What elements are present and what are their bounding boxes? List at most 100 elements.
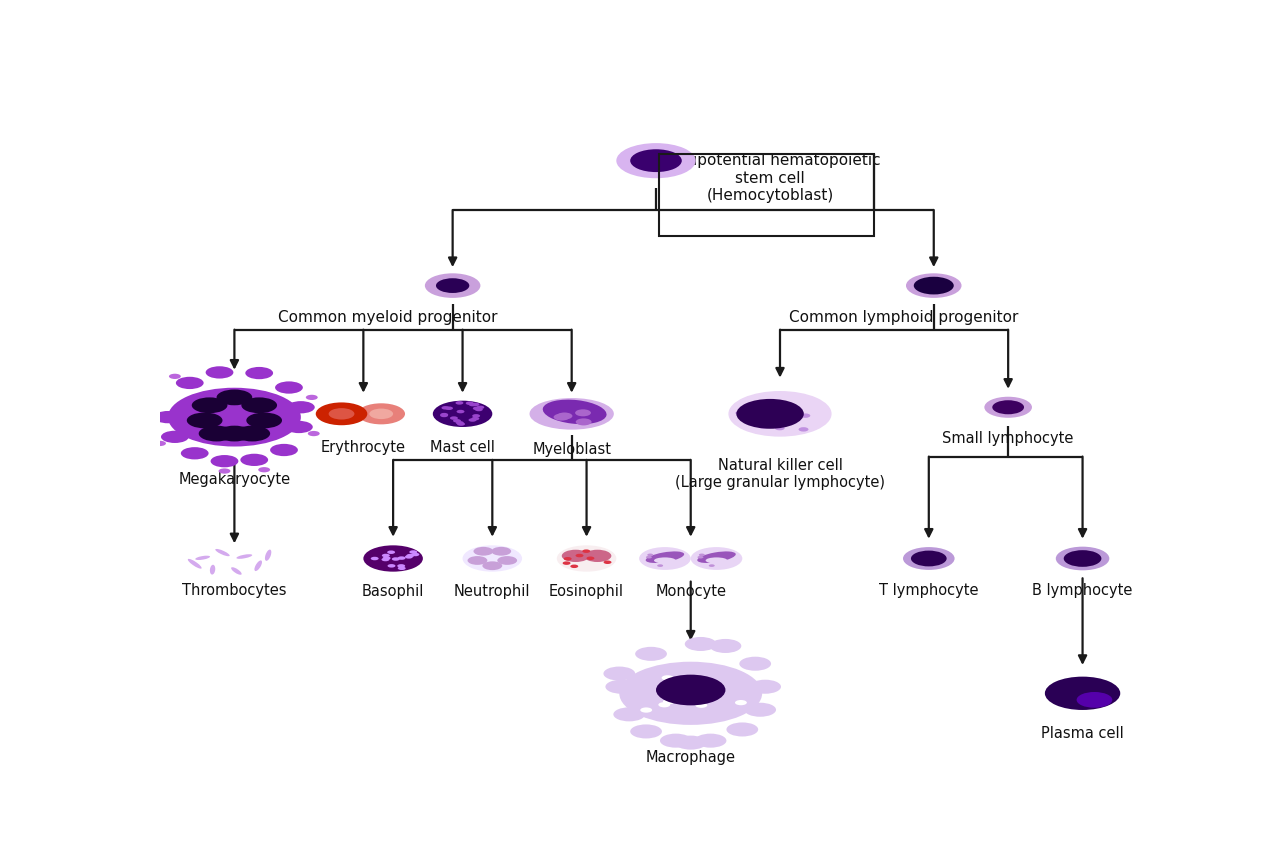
Ellipse shape [270,444,298,456]
Ellipse shape [906,274,961,299]
Ellipse shape [433,401,493,427]
Ellipse shape [383,557,390,560]
Ellipse shape [911,551,947,566]
Ellipse shape [306,395,317,401]
Ellipse shape [169,374,180,380]
Ellipse shape [774,426,785,431]
Ellipse shape [232,567,242,575]
Ellipse shape [475,409,483,412]
Text: Myeloblast: Myeloblast [532,442,611,457]
Ellipse shape [381,558,389,561]
Ellipse shape [648,554,653,556]
Ellipse shape [219,469,230,474]
Ellipse shape [657,675,726,705]
Ellipse shape [371,557,379,560]
Ellipse shape [662,676,673,681]
Ellipse shape [709,565,714,567]
Ellipse shape [246,368,273,380]
Ellipse shape [196,556,210,560]
Ellipse shape [392,558,399,561]
Ellipse shape [786,411,796,415]
Ellipse shape [635,647,667,661]
Ellipse shape [677,682,689,687]
Ellipse shape [617,144,696,179]
Text: Thrombocytes: Thrombocytes [182,582,287,597]
Ellipse shape [571,565,579,568]
Text: Mast cell: Mast cell [430,439,495,455]
Ellipse shape [154,411,182,424]
Ellipse shape [154,441,166,446]
Ellipse shape [605,680,637,694]
Text: Megakaryocyte: Megakaryocyte [178,472,291,486]
Ellipse shape [698,556,704,559]
Ellipse shape [442,407,449,410]
Ellipse shape [398,567,406,571]
Ellipse shape [563,557,572,561]
Ellipse shape [543,400,607,425]
Ellipse shape [695,734,727,748]
Ellipse shape [736,399,804,429]
Ellipse shape [698,686,710,691]
Ellipse shape [440,415,448,418]
Ellipse shape [695,683,707,688]
Ellipse shape [1064,550,1101,567]
Ellipse shape [630,724,662,739]
Ellipse shape [1044,676,1120,711]
Ellipse shape [457,423,465,426]
Ellipse shape [456,421,463,425]
Ellipse shape [474,548,493,556]
Ellipse shape [215,549,229,556]
Ellipse shape [562,550,590,562]
Ellipse shape [557,546,617,572]
Ellipse shape [206,367,233,379]
Ellipse shape [914,277,954,295]
Ellipse shape [613,707,645,722]
Text: Eosinophil: Eosinophil [549,583,625,599]
Ellipse shape [681,682,692,688]
Ellipse shape [259,467,270,473]
Ellipse shape [736,411,745,415]
Ellipse shape [646,556,652,559]
Ellipse shape [468,403,476,407]
Ellipse shape [575,409,591,417]
Ellipse shape [246,413,282,429]
Ellipse shape [161,432,188,444]
Ellipse shape [410,550,417,554]
Ellipse shape [754,415,764,420]
Ellipse shape [472,407,481,410]
Ellipse shape [800,414,810,418]
Ellipse shape [1076,692,1112,708]
Ellipse shape [462,546,522,572]
Ellipse shape [436,279,470,293]
Ellipse shape [472,415,480,418]
Ellipse shape [703,690,714,695]
Ellipse shape [640,708,652,713]
Ellipse shape [984,397,1032,418]
Text: T lymphocyte: T lymphocyte [879,583,978,597]
Ellipse shape [471,417,479,421]
Ellipse shape [364,546,422,572]
Ellipse shape [211,456,238,467]
Ellipse shape [530,398,614,430]
Ellipse shape [563,562,571,566]
Ellipse shape [180,448,209,460]
Ellipse shape [691,548,742,571]
Ellipse shape [275,382,303,394]
Text: Macrophage: Macrophage [645,749,736,764]
Ellipse shape [497,556,517,566]
Ellipse shape [749,680,781,694]
Ellipse shape [727,722,758,737]
Ellipse shape [445,407,453,410]
Ellipse shape [307,432,320,437]
Ellipse shape [175,377,204,390]
Ellipse shape [287,402,315,414]
Ellipse shape [466,402,474,405]
Text: Common lymphoid progenitor: Common lymphoid progenitor [790,310,1019,324]
Ellipse shape [471,403,480,407]
Text: Plasma cell: Plasma cell [1041,725,1124,740]
Ellipse shape [630,150,682,173]
Ellipse shape [663,699,675,705]
Ellipse shape [660,734,691,748]
Ellipse shape [705,558,727,564]
Ellipse shape [188,560,202,569]
